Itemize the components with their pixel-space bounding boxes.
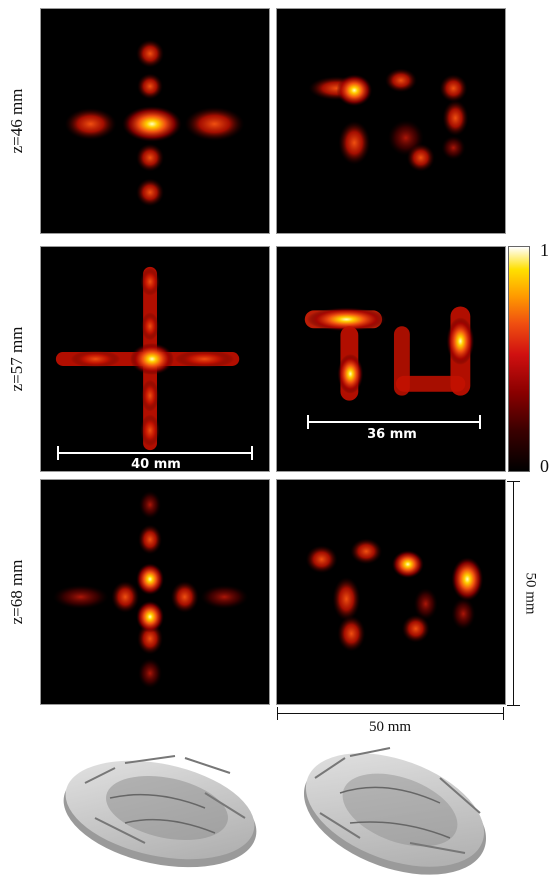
- dimension-line-vertical: [513, 481, 514, 706]
- row-label-z46: z=46 mm: [7, 88, 26, 154]
- panel-cross-z57: 40 mm: [40, 246, 270, 472]
- row-label-z68: z=68 mm: [7, 559, 26, 625]
- panel-tu-z46: [276, 8, 506, 234]
- dimension-tick-top: [507, 481, 520, 482]
- scalebar-tu-label: 36 mm: [367, 427, 417, 442]
- dimension-tick-left: [277, 707, 278, 720]
- colorbar-min-label: 0: [540, 456, 549, 476]
- scalebar-tu: [307, 415, 481, 429]
- dimension-vertical-label: 50 mm: [522, 572, 539, 615]
- panel-cross-z46: [40, 8, 270, 234]
- lens-render-tu: [290, 738, 500, 878]
- row-label-z57: z=57 mm: [7, 326, 26, 392]
- panel-tu-z68: [276, 479, 506, 705]
- colorbar-max-label: 1: [540, 240, 549, 260]
- scalebar-cross-label: 40 mm: [131, 457, 181, 472]
- lens-render-cross: [55, 738, 265, 878]
- dimension-horizontal-label: 50 mm: [368, 719, 412, 735]
- panel-tu-z57: 36 mm: [276, 246, 506, 472]
- colorbar: [508, 246, 530, 472]
- scalebar-cross: [57, 446, 253, 460]
- dimension-tick-bottom: [507, 705, 520, 706]
- panel-cross-z68: [40, 479, 270, 705]
- dimension-line-horizontal: [277, 713, 504, 714]
- dimension-tick-right: [503, 707, 504, 720]
